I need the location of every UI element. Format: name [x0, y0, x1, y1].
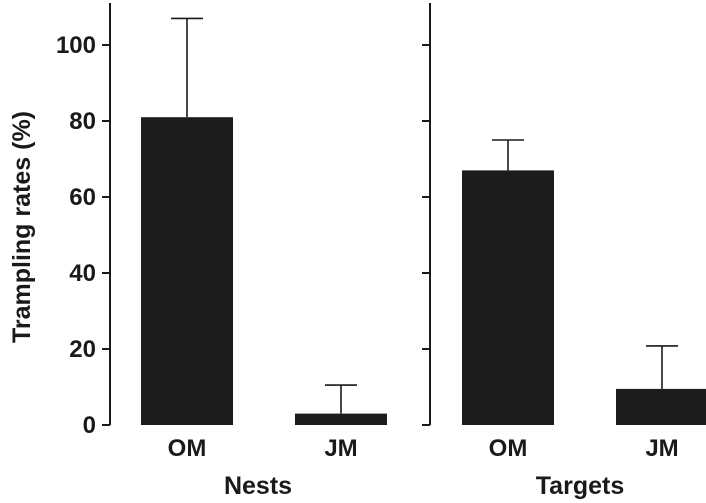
y-tick-label-100: 100 — [56, 32, 96, 59]
y-tick-label-60: 60 — [69, 184, 96, 211]
bar-nests-jm — [295, 413, 387, 425]
x-tick-label-jm: JM — [645, 435, 678, 462]
panel-nests: OM JM Nests — [102, 3, 387, 500]
bar-targets-jm — [616, 388, 706, 425]
y-tick-label-80: 80 — [69, 108, 96, 135]
bar-targets-om — [462, 170, 554, 425]
panel-targets: OM JM Targets — [422, 3, 706, 500]
x-tick-label-om: OM — [489, 435, 528, 462]
x-axis-title-targets: Targets — [536, 472, 624, 500]
y-tick-label-0: 0 — [83, 412, 96, 439]
x-tick-label-om: OM — [168, 435, 207, 462]
y-axis-title: Trampling rates (%) — [8, 111, 36, 343]
y-tick-label-20: 20 — [69, 336, 96, 363]
bar-nests-om — [141, 117, 233, 425]
x-axis-title-nests: Nests — [224, 472, 292, 500]
x-tick-label-jm: JM — [324, 435, 357, 462]
chart-panels: OM JM Nests OM JM Targets — [102, 3, 706, 500]
y-axis-ticks: 0 20 40 60 80 100 — [56, 32, 96, 439]
y-tick-label-40: 40 — [69, 260, 96, 287]
